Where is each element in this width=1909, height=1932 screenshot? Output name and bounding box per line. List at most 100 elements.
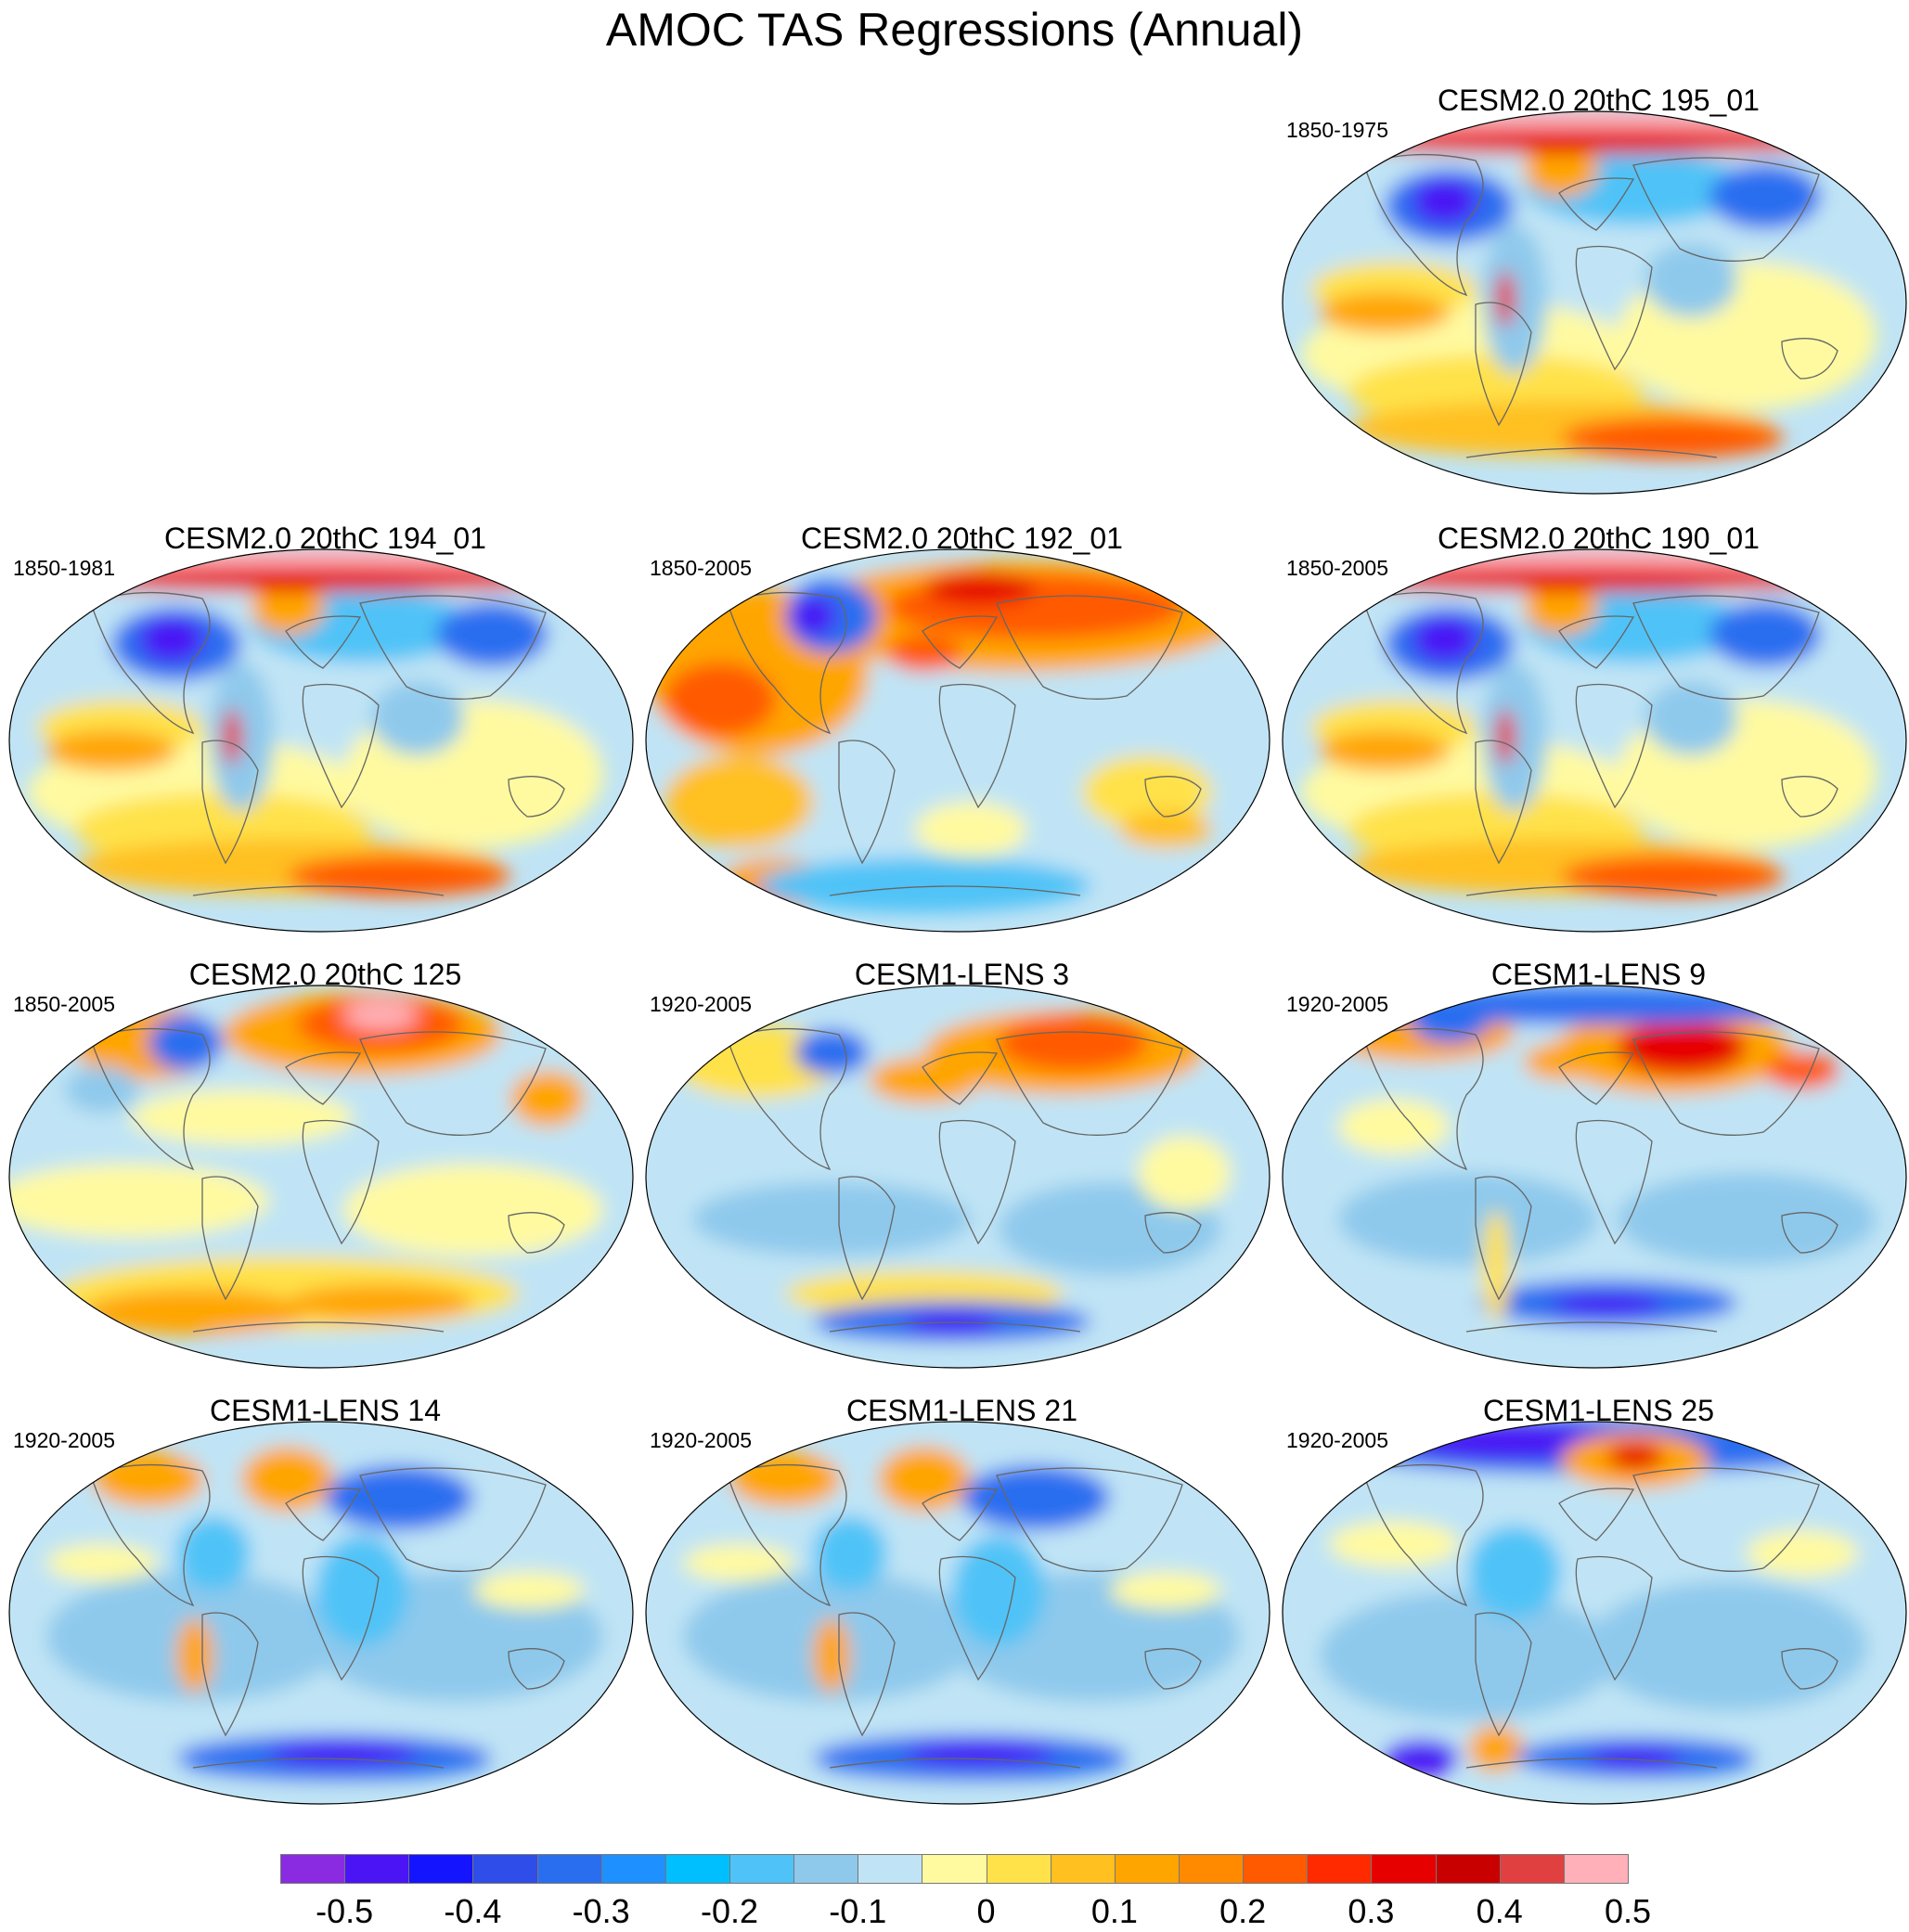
colorbar-swatch	[280, 1854, 346, 1884]
panel-period: 1920-2005	[650, 1428, 752, 1452]
anomaly-region	[906, 1740, 1054, 1766]
colorbar-swatch	[1179, 1854, 1245, 1884]
anomaly-region	[1709, 602, 1821, 667]
colorbar-swatch	[858, 1854, 923, 1884]
colorbar-swatch	[922, 1854, 987, 1884]
anomaly-region	[1320, 1591, 1617, 1720]
anomaly-region	[1524, 1043, 1598, 1080]
colorbar-tick-label: 0	[976, 1892, 996, 1930]
anomaly-region	[1645, 243, 1737, 317]
colorbar-swatch	[1371, 1854, 1437, 1884]
anomaly-region	[757, 857, 1091, 913]
colorbar-tick-label: -0.1	[829, 1892, 887, 1930]
anomaly-region	[1617, 1173, 1877, 1266]
coastlines	[727, 591, 1202, 896]
anomaly-region	[1316, 128, 1873, 154]
anomaly-region	[1607, 1442, 1663, 1470]
map-panel: CESM2.0 20thC 194_01 1850-1981	[7, 520, 643, 956]
anomaly-region	[794, 1029, 869, 1075]
anomaly-region	[952, 1535, 1045, 1646]
map-projection	[645, 1421, 1271, 1805]
anomaly-region	[84, 1289, 306, 1335]
colorbar-swatch	[664, 1854, 730, 1884]
coastlines	[90, 591, 565, 896]
map-projection	[1282, 985, 1907, 1369]
anomaly-region	[1138, 1136, 1231, 1210]
anomaly-region	[906, 1312, 999, 1334]
anomaly-region	[241, 1447, 334, 1512]
coastlines	[1363, 1027, 1838, 1333]
anomaly-region	[790, 596, 836, 637]
map-projection	[1282, 548, 1907, 933]
panel-period: 1850-1975	[1286, 118, 1388, 142]
map-panel: CESM1-LENS 3 1920-2005	[644, 956, 1280, 1392]
anomaly-region	[1329, 1521, 1459, 1567]
panel-period: 1850-2005	[1286, 556, 1388, 580]
anomaly-region	[729, 1451, 841, 1507]
colorbar-swatch	[600, 1854, 666, 1884]
colorbar-swatch	[472, 1854, 538, 1884]
panel-period: 1920-2005	[13, 1428, 115, 1452]
coastlines	[1363, 153, 1838, 458]
colorbar-tick-label: 0.1	[1090, 1892, 1138, 1930]
anomaly-region	[9, 1164, 269, 1238]
colorbar-swatch	[1435, 1854, 1501, 1884]
coastlines	[727, 1463, 1202, 1769]
colorbar-tick-label: -0.2	[700, 1892, 759, 1930]
colorbar-swatch	[408, 1854, 474, 1884]
anomaly-region	[176, 1618, 213, 1693]
anomaly-region	[1589, 1746, 1682, 1769]
anomaly-region	[1552, 1294, 1663, 1316]
coastlines	[90, 1463, 565, 1769]
anomaly-region	[1645, 681, 1737, 755]
panel-period: 1920-2005	[1286, 1428, 1388, 1452]
colorbar-swatch	[536, 1854, 602, 1884]
panel-period: 1850-2005	[650, 556, 752, 580]
map-panel: CESM2.0 20thC 190_01 1850-2005	[1281, 520, 1909, 956]
anomaly-region	[1110, 1572, 1221, 1609]
anomaly-region	[683, 1544, 794, 1581]
map-panel: CESM1-LENS 14 1920-2005	[7, 1392, 643, 1828]
map-projection	[645, 985, 1271, 1369]
anomaly-region	[269, 1740, 418, 1766]
map-projection	[1282, 110, 1907, 495]
map-projection	[8, 1421, 634, 1805]
anomaly-region	[1765, 1052, 1839, 1089]
anomaly-region	[139, 616, 204, 663]
anomaly-region	[65, 1066, 139, 1113]
colorbar-swatch	[344, 1854, 410, 1884]
colorbar-swatch	[1050, 1854, 1116, 1884]
anomaly-region	[1617, 1020, 1747, 1075]
anomaly-region	[371, 681, 464, 755]
anomaly-region	[1482, 1210, 1510, 1321]
anomaly-region	[1316, 566, 1873, 592]
anomaly-region	[46, 1544, 158, 1581]
anomaly-region	[46, 730, 176, 771]
anomaly-region	[436, 602, 548, 667]
coastlines	[1363, 591, 1838, 896]
anomaly-region	[1412, 616, 1477, 663]
anomaly-region	[1468, 1725, 1524, 1771]
colorbar-tick-label: 0.3	[1348, 1892, 1395, 1930]
map-panel: CESM1-LENS 21 1920-2005	[644, 1392, 1280, 1828]
map-projection	[1282, 1421, 1907, 1805]
colorbar-swatch	[729, 1854, 795, 1884]
anomaly-region	[343, 1164, 603, 1256]
map-panel: CESM2.0 20thC 195_01 1850-1975	[1281, 82, 1909, 518]
colorbar-tick-label: -0.5	[316, 1892, 374, 1930]
coastlines	[727, 1027, 1202, 1333]
anomaly-region	[813, 1516, 887, 1591]
colorbar-swatch	[986, 1854, 1051, 1884]
anomaly-region	[1320, 292, 1450, 333]
anomaly-region	[1747, 1530, 1858, 1577]
colorbar-tick-label: -0.4	[444, 1892, 502, 1930]
anomaly-region	[924, 572, 1036, 605]
anomaly-region	[1412, 178, 1477, 225]
anomaly-region	[961, 1465, 1110, 1530]
anomaly-region	[1338, 1173, 1598, 1266]
map-panel: CESM1-LENS 25 1920-2005	[1281, 1392, 1909, 1828]
anomaly-region	[887, 635, 961, 672]
panel-period: 1850-1981	[13, 556, 115, 580]
colorbar-swatch	[793, 1854, 859, 1884]
colorbar-swatch	[1114, 1854, 1180, 1884]
